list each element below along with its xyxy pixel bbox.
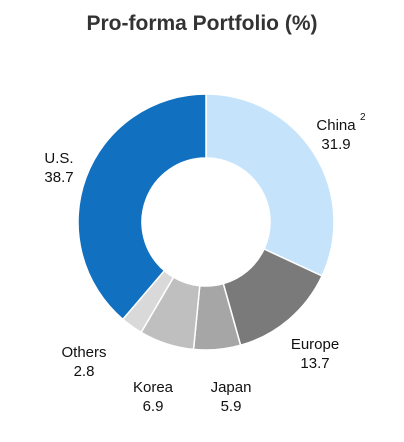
slice-value-korea: 6.9 [143,398,164,415]
slice-value-japan: 5.9 [221,398,242,415]
donut-slices [77,93,335,351]
slice-labels: China 31.9 2 Europe 13.7 Japan 5.9 Korea 6.9 Othe… [44,112,366,415]
slice-label-china: China [316,117,356,134]
slice-label-others: Others [61,344,106,361]
slice-value-china: 31.9 [321,136,350,153]
slice-value-europe: 13.7 [300,355,329,372]
slice-label-japan: Japan [211,379,252,396]
slice-value-us: 38.7 [44,169,73,186]
slice-china [205,93,335,278]
chart-title: Pro-forma Portfolio (%) [86,12,318,35]
slice-value-others: 2.8 [74,363,95,380]
slice-label-europe: Europe [291,336,339,353]
slice-label-korea: Korea [133,379,174,396]
slice-footnote-china: 2 [360,112,366,123]
slice-us [77,93,207,321]
slice-label-us: U.S. [44,150,73,167]
